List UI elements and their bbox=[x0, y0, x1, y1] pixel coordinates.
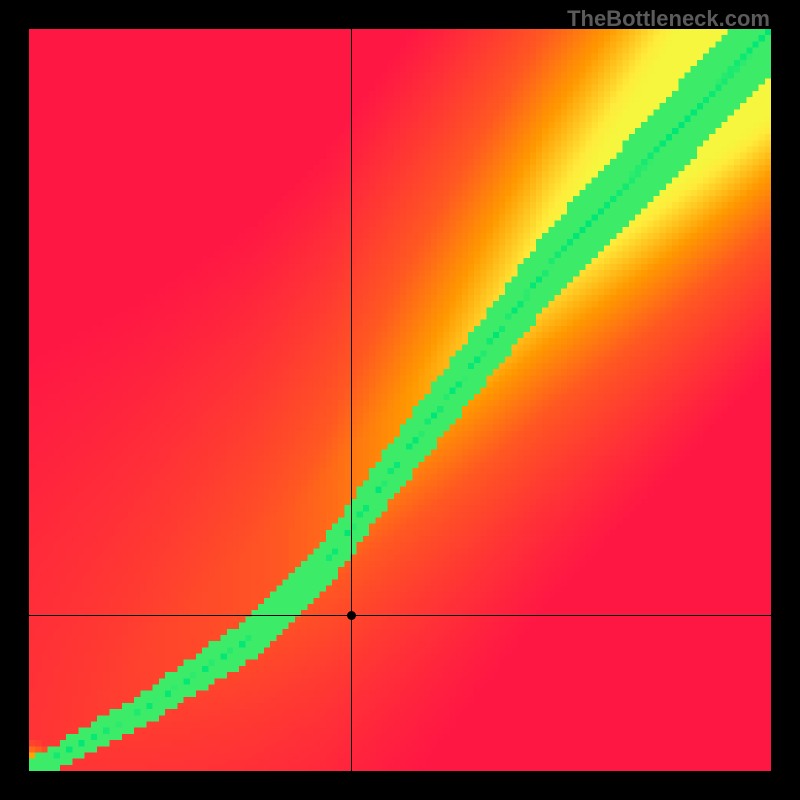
chart-container: TheBottleneck.com bbox=[0, 0, 800, 800]
bottleneck-heatmap bbox=[29, 29, 771, 771]
crosshair-vertical bbox=[351, 29, 352, 771]
crosshair-marker bbox=[347, 611, 356, 620]
crosshair-horizontal bbox=[29, 615, 771, 616]
watermark-text: TheBottleneck.com bbox=[567, 6, 770, 32]
